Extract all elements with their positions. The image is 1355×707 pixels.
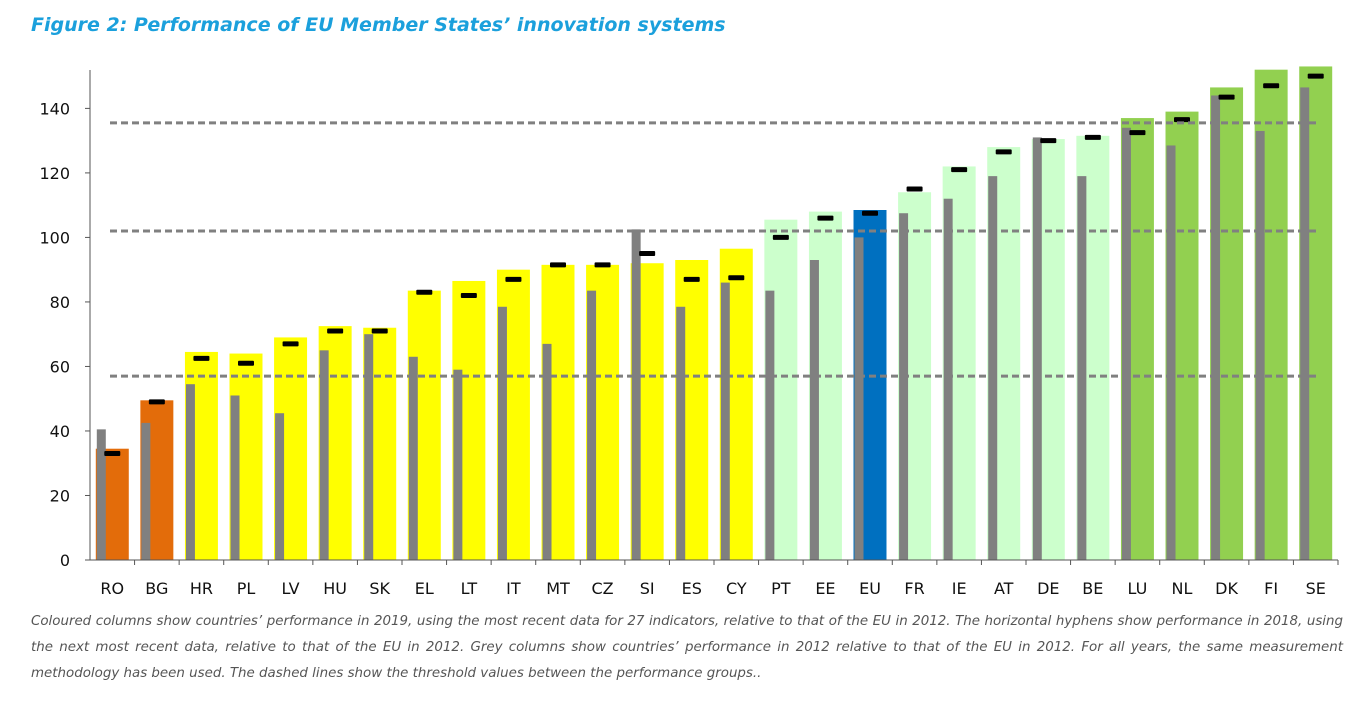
hyphen-2018-ie	[951, 167, 968, 173]
threshold-lines	[110, 121, 1318, 378]
bar-2012-nl	[1166, 145, 1176, 560]
hyphen-2018-pl	[238, 360, 254, 366]
hyphen-2018-sk	[371, 328, 388, 334]
bar-2012-cz	[587, 290, 597, 560]
x-label-fr: FR	[904, 579, 924, 598]
x-label-hr: HR	[190, 579, 213, 598]
hyphen-2018-cz	[594, 262, 611, 268]
hyphen-2018-at	[995, 149, 1012, 155]
x-label-cy: CY	[726, 579, 747, 598]
bar-2012-dk	[1211, 95, 1221, 560]
bar-2012-eu	[854, 237, 864, 560]
bar-2012-fi	[1255, 130, 1265, 560]
y-tick-label-120: 120	[39, 164, 70, 183]
hyphen-2018-fi	[1263, 83, 1280, 89]
y-tick-label-20: 20	[50, 486, 70, 505]
bar-2012-es	[676, 306, 686, 560]
y-tick-label-0: 0	[60, 551, 70, 570]
bar-2012-de	[1032, 137, 1042, 560]
x-label-se: SE	[1306, 579, 1326, 598]
hyphen-2018-nl	[1174, 117, 1190, 123]
x-label-nl: NL	[1172, 579, 1193, 598]
hyphen-2018-de	[1040, 138, 1057, 144]
x-label-de: DE	[1037, 579, 1059, 598]
hyphen-2018-lv	[282, 341, 299, 347]
hyphen-2018-pt	[772, 234, 789, 240]
bar-2012-lt	[453, 369, 463, 560]
bar-2012-hr	[185, 384, 195, 560]
figure-title: Figure 2: Performance of EU Member State…	[31, 14, 726, 36]
bar-2012-fr	[899, 213, 909, 560]
hyphen-2018-dk	[1218, 94, 1235, 100]
bar-2012-it	[497, 306, 507, 560]
x-label-cz: CZ	[592, 579, 614, 598]
bar-2012-si	[631, 229, 641, 560]
hyphen-2018-hr	[193, 355, 210, 361]
hyphen-2018-it	[505, 276, 522, 282]
x-label-hu: HU	[323, 579, 347, 598]
bar-2012-se	[1300, 87, 1310, 560]
x-label-es: ES	[682, 579, 702, 598]
y-tick-label-80: 80	[50, 293, 70, 312]
bar-2012-lv	[275, 413, 285, 560]
hyphen-2018-lt	[460, 292, 477, 298]
bar-2012-mt	[542, 343, 552, 560]
hyphen-2018-ro	[104, 451, 121, 457]
hyphen-2018-cy	[728, 275, 745, 281]
x-label-pl: PL	[237, 579, 256, 598]
x-label-it: IT	[506, 579, 521, 598]
x-label-lu: LU	[1128, 579, 1148, 598]
y-tick-label-100: 100	[39, 228, 70, 247]
hyphen-2018-lu	[1129, 130, 1146, 136]
bar-2012-cy	[720, 282, 730, 560]
hyphen-2018-se	[1307, 73, 1324, 79]
y-tick-label-140: 140	[39, 99, 70, 118]
bar-2012-el	[408, 356, 418, 560]
performance-bar-chart: 0 20 40 60 80 100 120 140 RO BG HR PL LV HU SK EL LT IT MT…	[39, 66, 1339, 598]
hyphen-2018-si	[639, 251, 656, 257]
bar-2012-pl	[230, 395, 240, 560]
x-label-mt: MT	[546, 579, 570, 598]
x-label-pt: PT	[771, 579, 791, 598]
bar-2012-bg	[141, 422, 151, 560]
x-label-el: EL	[415, 579, 434, 598]
x-label-ee: EE	[815, 579, 835, 598]
hyphen-2018-fr	[906, 186, 923, 192]
figure-caption: Coloured columns show countries’ perform…	[31, 614, 1343, 681]
bar-2012-lu	[1121, 127, 1131, 560]
bar-2012-hu	[319, 350, 329, 560]
hyphen-2018-hu	[327, 328, 344, 334]
x-label-be: BE	[1082, 579, 1103, 598]
x-label-eu: EU	[859, 579, 881, 598]
x-label-ie: IE	[952, 579, 967, 598]
bar-2012-sk	[364, 334, 374, 560]
bars	[95, 66, 1333, 561]
x-label-dk: DK	[1215, 579, 1238, 598]
bar-2012-be	[1077, 176, 1087, 560]
x-label-lt: LT	[461, 579, 478, 598]
hyphen-2018-es	[683, 276, 700, 282]
x-label-sk: SK	[369, 579, 390, 598]
x-label-bg: BG	[145, 579, 168, 598]
bar-2012-ee	[809, 260, 819, 560]
x-label-at: AT	[994, 579, 1014, 598]
hyphen-2018-be	[1084, 134, 1101, 140]
x-label-lv: LV	[282, 579, 300, 598]
hyphen-2018-ee	[817, 215, 834, 221]
bar-2012-ie	[943, 198, 953, 561]
axes: 0 20 40 60 80 100 120 140 RO BG HR PL LV HU SK EL LT IT MT…	[39, 70, 1339, 598]
y-tick-label-40: 40	[50, 422, 70, 441]
y-tick-label-60: 60	[50, 357, 70, 376]
hyphen-2018-mt	[550, 262, 566, 268]
bar-2012-pt	[765, 290, 775, 560]
bar-2012-ro	[96, 429, 106, 560]
x-label-si: SI	[640, 579, 655, 598]
x-label-fi: FI	[1264, 579, 1278, 598]
hyphen-2018-bg	[148, 399, 165, 405]
bar-2012-at	[988, 176, 998, 560]
hyphen-2018-eu	[862, 210, 878, 216]
x-label-ro: RO	[100, 579, 124, 598]
hyphen-2018-el	[416, 289, 433, 295]
